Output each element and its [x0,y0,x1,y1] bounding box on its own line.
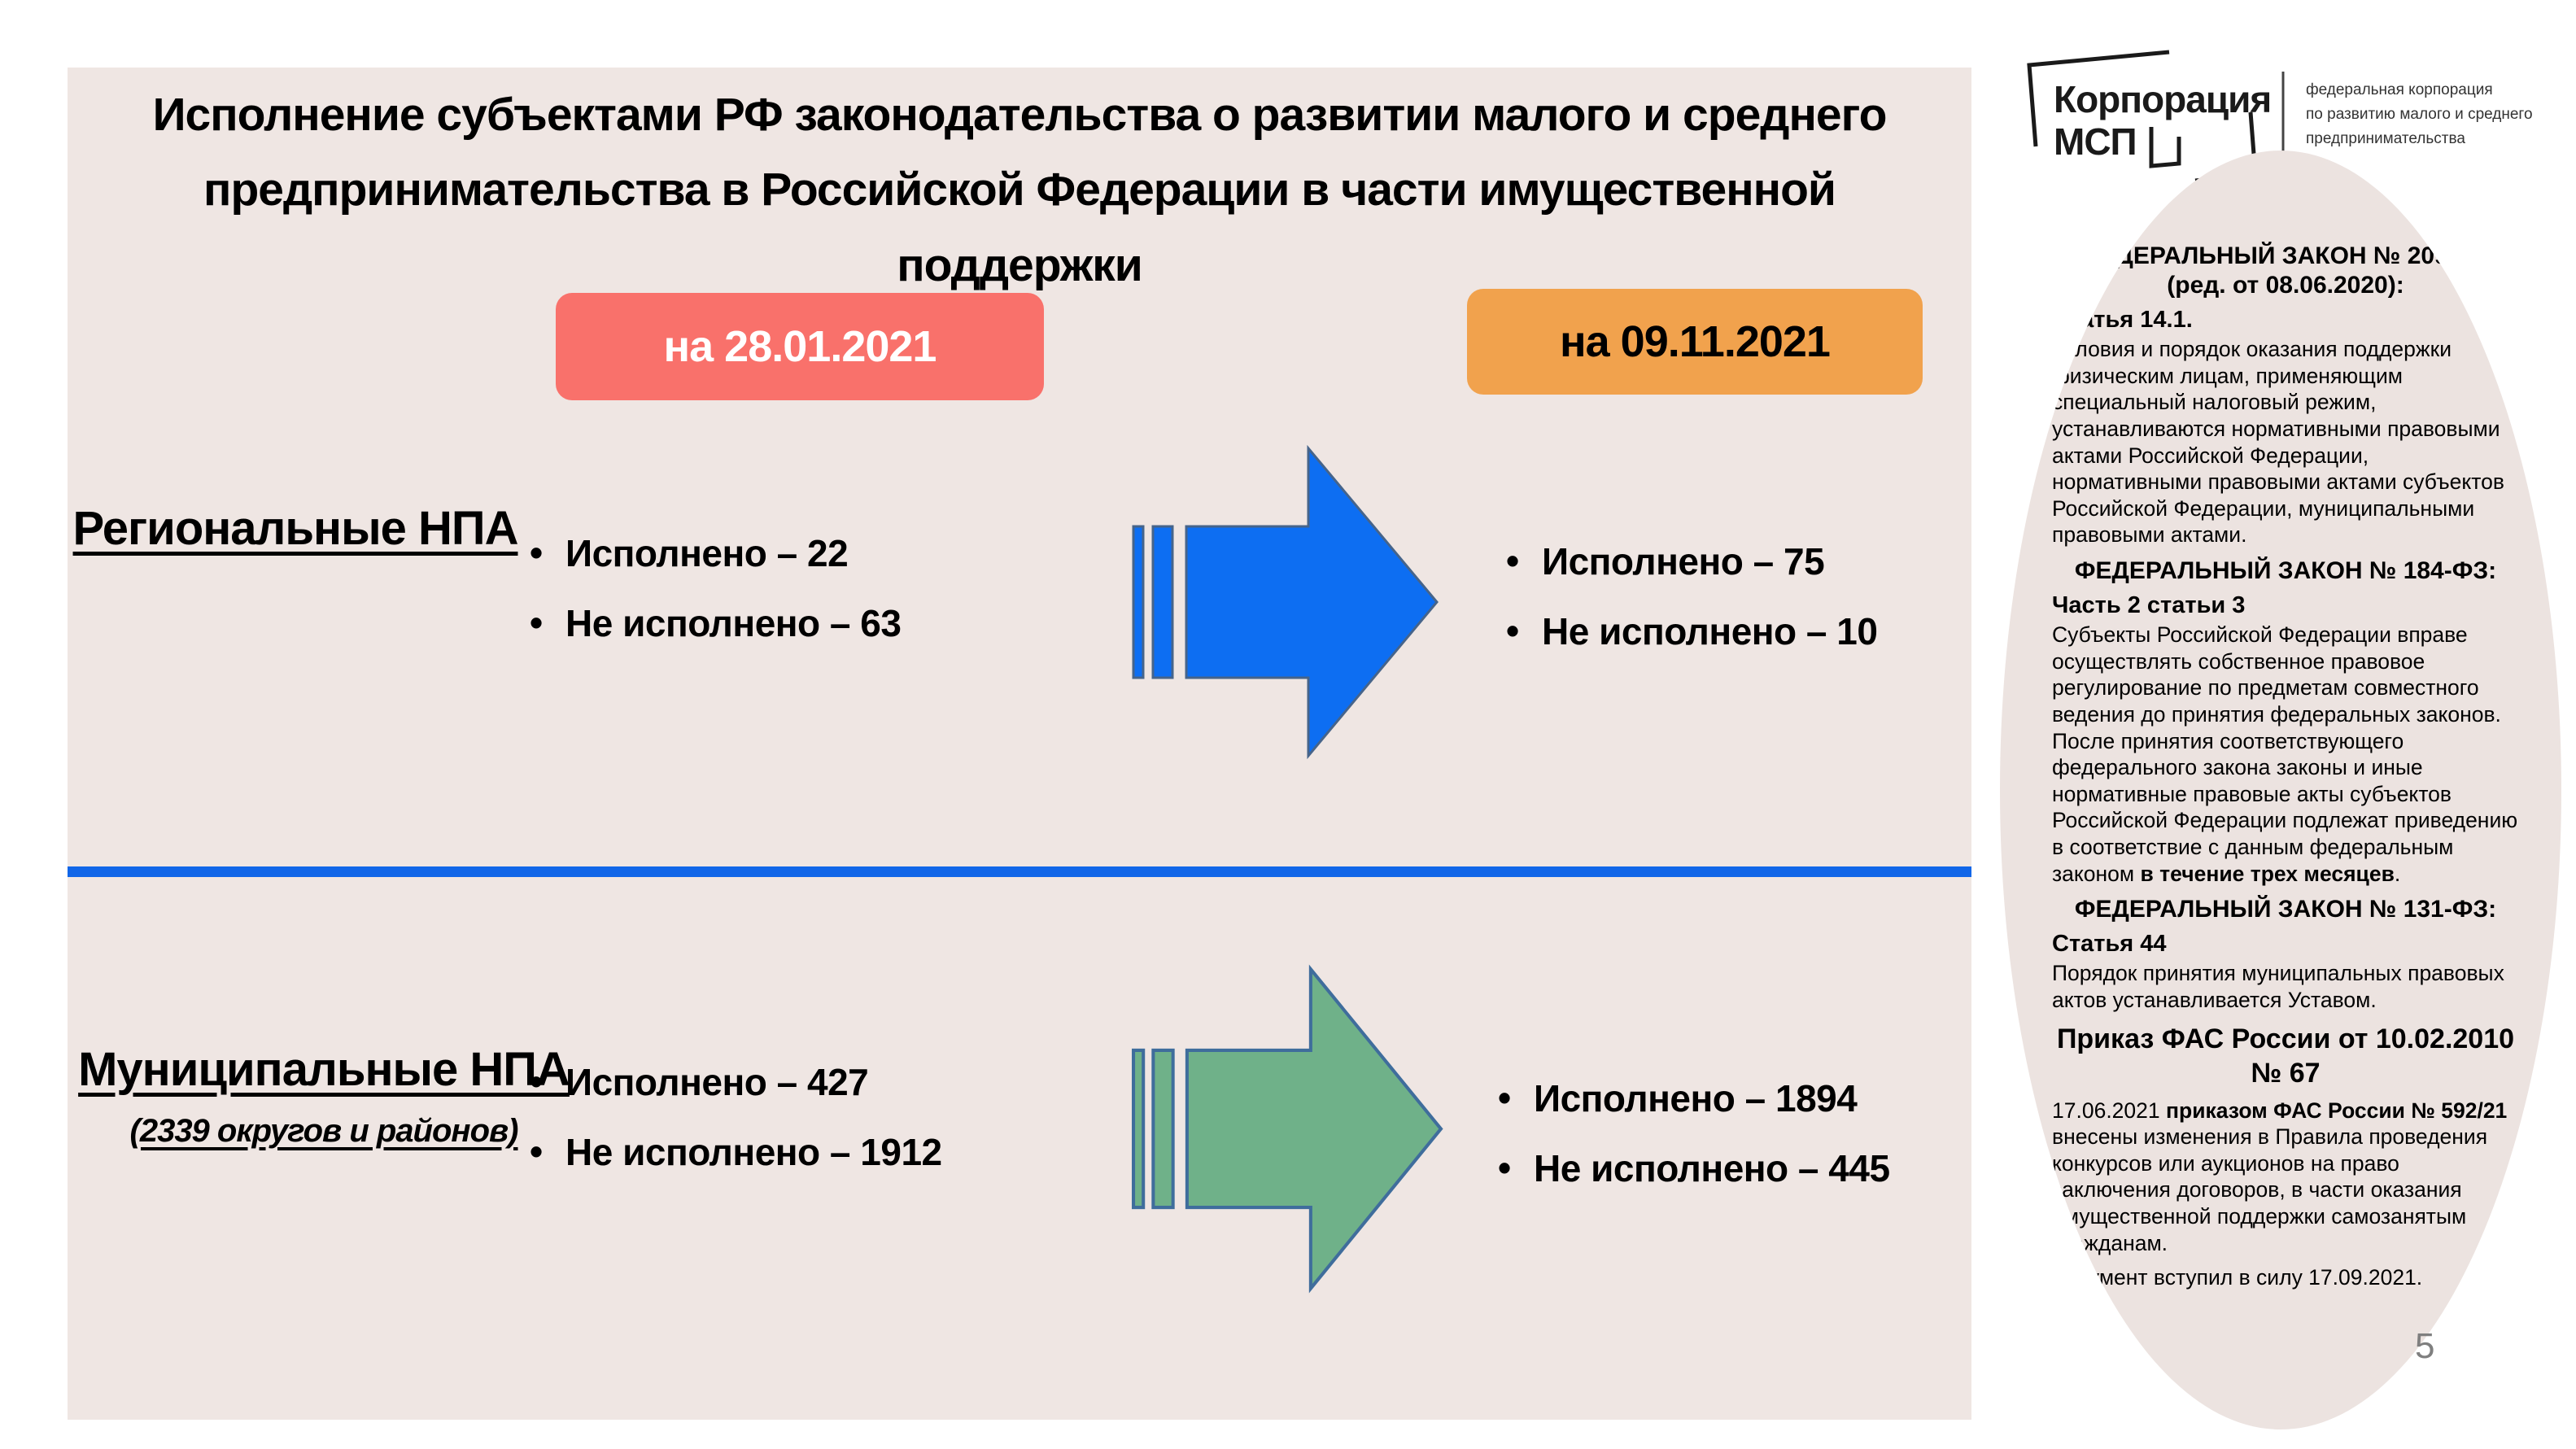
law-block-heading: ФЕДЕРАЛЬНЫЙ ЗАКОН № 131-ФЗ: [2074,896,2497,923]
law-block-body: Субъекты Российской Федерации вправе осу… [2052,622,2518,886]
law-block-subheading: Статья 44 [2052,931,2167,958]
logo-tagline-line3: предпринимательства [2306,130,2465,147]
law-block-body: 17.06.2021 приказом ФАС России № 592/21 … [2052,1098,2508,1255]
law-block-heading: ФЕДЕРАЛЬНЫЙ ЗАКОН № 209-ФЗ (ред. от 08.0… [2078,242,2493,299]
section-divider-line [68,866,1971,877]
main-panel: Исполнение субъектами РФ законодательств… [68,68,1971,1420]
logo-name-line2: МСП [2054,120,2137,163]
date-badge-before: на 28.01.2021 [556,293,1044,400]
law-block-body: Условия и порядок оказания поддержки физ… [2052,337,2504,548]
municipal-stats-before: Исполнено – 427 Не исполнено – 1912 [523,1058,1109,1198]
stat-item: Исполнено – 427 [523,1058,1109,1107]
striped-right-arrow-icon [1132,964,1443,1294]
municipal-npa-label: Муниципальные НПА (2339 округов и районо… [68,1040,580,1150]
page-number: 5 [2415,1326,2435,1366]
striped-right-arrow-icon [1132,444,1439,760]
logo-bracket-top-left-icon [2027,50,2170,147]
law-block-body: Порядок принятия муниципальных правовых … [2052,961,2504,1013]
stat-item: Не исполнено – 10 [1500,607,1971,657]
stat-item: Не исполнено – 1912 [523,1128,1109,1177]
stat-item: Исполнено – 75 [1500,537,1971,587]
law-block-subheading: Часть 2 статьи 3 [2052,592,2246,618]
logo-p-mark-icon [2149,127,2181,168]
stat-item: Не исполнено – 63 [523,599,1093,648]
stat-item: Исполнено – 22 [523,529,1093,578]
legal-references-ellipse: ФЕДЕРАЛЬНЫЙ ЗАКОН № 209-ФЗ (ред. от 08.0… [2000,151,2561,1429]
municipal-stats-after: Исполнено – 1894 Не исполнено – 445 [1491,1074,1988,1215]
corporation-msp-logo: Корпорация МСП федеральная корпорация по… [2023,47,2560,185]
stat-item: Исполнено – 1894 [1491,1074,1988,1124]
slide-title: Исполнение субъектами РФ законодательств… [152,89,1888,291]
stat-item: Не исполнено – 445 [1491,1144,1988,1194]
municipal-transition-arrow-icon [1131,964,1444,1294]
law-block-body: Документ вступил в силу 17.09.2021. [2052,1265,2423,1290]
regional-stats-after: Исполнено – 75 Не исполнено – 10 [1500,537,1971,678]
regional-npa-label: Региональные НПА [68,499,523,559]
law-block-heading: ФЕДЕРАЛЬНЫЙ ЗАКОН № 184-ФЗ: [2074,557,2497,584]
law-block-subheading: Статья 14.1. [2052,307,2193,333]
regional-stats-before: Исполнено – 22 Не исполнено – 63 [523,529,1093,670]
logo-graphic: Корпорация МСП федеральная корпорация по… [2027,50,2533,183]
regional-transition-arrow-icon [1131,443,1440,761]
regional-npa-title: Региональные НПА [72,502,519,555]
municipal-npa-sublabel: (2339 округов и районов) [129,1113,519,1150]
date-badge-after: на 09.11.2021 [1467,289,1923,395]
municipal-npa-title: Муниципальные НПА [78,1043,570,1096]
law-block-order_heading: Приказ ФАС России от 10.02.2010 № 67 [2056,1023,2515,1089]
logo-tagline-line2: по развитию малого и среднего [2306,106,2533,123]
logo-name-line1: Корпорация [2054,78,2271,120]
logo-tagline-line1: федеральная корпорация [2306,81,2493,98]
